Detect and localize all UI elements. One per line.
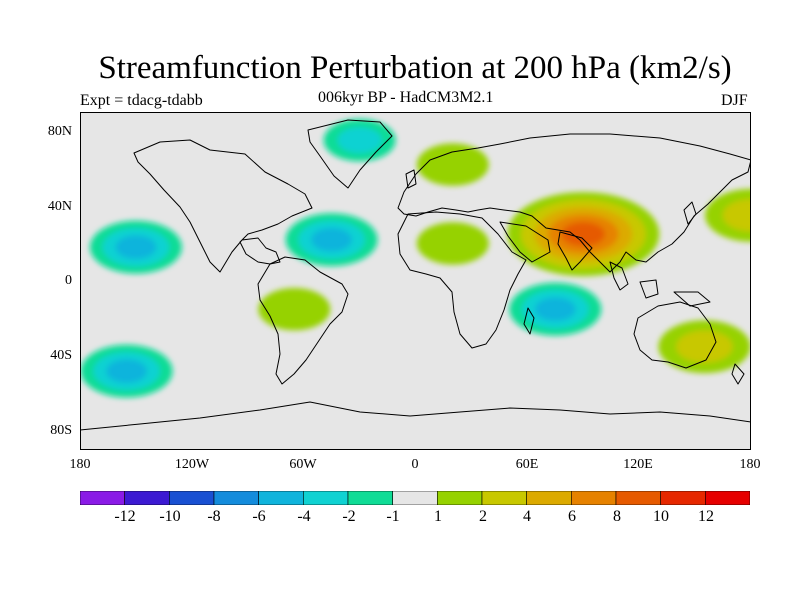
- lon-label-120e: 120E: [623, 457, 653, 472]
- model-subtitle: 006kyr BP - HadCM3M2.1: [318, 89, 494, 106]
- anomaly-center: [509, 282, 602, 336]
- coast-southeast-asia: [609, 261, 629, 291]
- colorbar-swatch: [437, 491, 483, 505]
- anomaly-contour: [115, 235, 157, 259]
- lat-label-equator: 0: [65, 273, 72, 288]
- colorbar-swatch: [526, 491, 572, 505]
- coast-borneo: [639, 279, 659, 299]
- anomaly-contour: [258, 288, 331, 331]
- colorbar-swatch: [392, 491, 438, 505]
- colorbar-swatch: [481, 491, 527, 505]
- anomaly-center: [507, 192, 660, 277]
- coast-japan: [683, 201, 697, 225]
- coast-new-guinea: [673, 291, 711, 307]
- anomaly-contour: [676, 330, 733, 363]
- coast-south-america: [257, 256, 349, 385]
- anomaly-center: [323, 119, 396, 162]
- anomaly-center: [658, 320, 751, 374]
- lon-label-60e: 60E: [515, 457, 539, 472]
- colorbar-swatch: [571, 491, 617, 505]
- colorbar-label-12: 12: [698, 508, 714, 525]
- anomaly-contour: [722, 199, 751, 232]
- colorbar-swatch: [213, 491, 259, 505]
- anomaly-center: [89, 220, 182, 274]
- colorbar-label-4: 4: [523, 508, 531, 525]
- coast-british-isles: [405, 169, 417, 189]
- lat-label-80s: 80S: [50, 423, 72, 438]
- colorbar-label-10: 10: [653, 508, 669, 525]
- colorbar-label-6: 6: [568, 508, 576, 525]
- coast-antarctica: [80, 401, 751, 431]
- anomaly-contour: [416, 143, 489, 186]
- anomaly-contour: [311, 228, 352, 252]
- lon-label-180e: 180: [739, 457, 761, 472]
- coast-australia: [633, 301, 717, 369]
- anomaly-contour: [561, 222, 605, 247]
- colorbar-label-m10: -10: [159, 508, 181, 525]
- coast-europe-asia: [397, 133, 751, 273]
- anomaly-contour: [534, 297, 576, 321]
- colorbar-swatches: [80, 491, 750, 505]
- lon-label-0: 0: [411, 457, 419, 472]
- colorbar-label-m1: -1: [386, 508, 400, 525]
- coast-africa: [397, 211, 527, 349]
- anomaly-center: [705, 188, 751, 242]
- coast-arabia: [499, 221, 551, 263]
- anomaly-center: [416, 222, 489, 265]
- colorbar-label-8: 8: [613, 508, 621, 525]
- colorbar-swatch: [347, 491, 393, 505]
- lat-label-40n: 40N: [47, 199, 72, 214]
- colorbar-label-m4: -4: [297, 508, 311, 525]
- colorbar-swatch: [705, 491, 750, 505]
- colorbar-label-2: 2: [479, 508, 487, 525]
- anomaly-contour: [106, 359, 147, 383]
- lon-label-180w: 180: [69, 457, 91, 472]
- coast-new-zealand: [731, 363, 745, 385]
- map-title: Streamfunction Perturbation at 200 hPa (…: [98, 50, 732, 86]
- map-background: [80, 112, 751, 450]
- anomaly-center: [416, 143, 489, 186]
- map-frame: [80, 112, 751, 450]
- lon-label-60w: 60W: [289, 457, 317, 472]
- colorbar-label-m2: -2: [342, 508, 356, 525]
- lat-label-80n: 80N: [47, 124, 72, 139]
- season-label: DJF: [721, 92, 748, 109]
- anomaly-center: [80, 344, 173, 398]
- colorbar-swatch: [258, 491, 304, 505]
- experiment-label: Expt = tdacg-tdabb: [80, 92, 203, 109]
- lon-label-120w: 120W: [174, 457, 210, 472]
- colorbar-label-1: 1: [434, 508, 442, 525]
- colorbar-label-m8: -8: [207, 508, 221, 525]
- colorbar-label-m12: -12: [114, 508, 136, 525]
- colorbar-swatch: [124, 491, 170, 505]
- anomaly-center: [258, 288, 331, 331]
- colorbar-swatch: [303, 491, 349, 505]
- colorbar-swatch: [660, 491, 706, 505]
- colorbar-swatch: [80, 491, 125, 505]
- colorbar-swatch: [615, 491, 661, 505]
- lat-label-40s: 40S: [50, 348, 72, 363]
- colorbar: [80, 491, 750, 505]
- coast-greenland: [307, 119, 393, 189]
- anomaly-contour: [337, 127, 382, 154]
- coast-madagascar: [523, 307, 535, 335]
- anomaly-layer: [80, 119, 751, 398]
- colorbar-swatch: [169, 491, 215, 505]
- colorbar-label-m6: -6: [252, 508, 266, 525]
- anomaly-center: [285, 213, 378, 267]
- coast-india: [557, 231, 593, 271]
- streamfunction-map: [80, 112, 751, 450]
- coastlines: [80, 119, 751, 431]
- anomaly-contour: [416, 222, 489, 265]
